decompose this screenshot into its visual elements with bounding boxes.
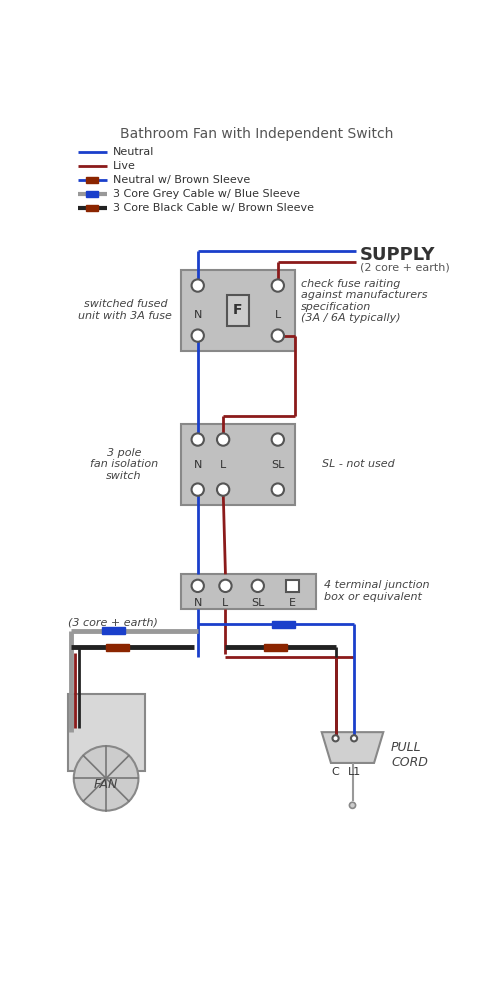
Circle shape (252, 580, 264, 592)
Text: PULL
CORD: PULL CORD (391, 741, 428, 769)
Text: 3 Core Grey Cable w/ Blue Sleeve: 3 Core Grey Cable w/ Blue Sleeve (113, 189, 300, 199)
Circle shape (272, 329, 284, 342)
Circle shape (217, 433, 230, 446)
Polygon shape (322, 732, 384, 763)
Circle shape (192, 279, 204, 292)
Circle shape (192, 483, 204, 496)
Text: (2 core + earth): (2 core + earth) (360, 263, 450, 273)
Bar (227, 295, 248, 326)
Text: Neutral: Neutral (113, 147, 154, 157)
Text: SL: SL (251, 598, 264, 608)
Text: N: N (194, 310, 202, 320)
Text: N: N (194, 598, 202, 608)
Text: Neutral w/ Brown Sleeve: Neutral w/ Brown Sleeve (113, 175, 250, 185)
Circle shape (220, 580, 232, 592)
Text: (3 core + earth): (3 core + earth) (68, 617, 158, 627)
Text: 4 terminal junction
box or equivalent: 4 terminal junction box or equivalent (324, 580, 430, 602)
Bar (272, 620, 295, 628)
Bar (181, 574, 316, 609)
Bar (86, 177, 99, 183)
Text: E: E (289, 598, 296, 608)
Text: L: L (274, 310, 281, 320)
Circle shape (192, 580, 204, 592)
Circle shape (272, 433, 284, 446)
Text: FAN: FAN (94, 778, 118, 791)
Circle shape (332, 735, 338, 741)
Bar (106, 644, 129, 651)
Bar (181, 270, 295, 351)
Circle shape (272, 279, 284, 292)
Text: SL: SL (271, 460, 284, 470)
Text: 3 Core Black Cable w/ Brown Sleeve: 3 Core Black Cable w/ Brown Sleeve (113, 203, 314, 213)
Text: F: F (233, 303, 242, 317)
Bar (86, 191, 99, 197)
Text: SL - not used: SL - not used (322, 459, 394, 469)
Text: Live: Live (113, 161, 136, 171)
Text: L: L (220, 460, 226, 470)
Circle shape (192, 329, 204, 342)
Text: SUPPLY: SUPPLY (360, 246, 436, 264)
Bar (181, 424, 295, 505)
Text: check fuse raiting
against manufacturers
specification
(3A / 6A typically): check fuse raiting against manufacturers… (301, 279, 428, 323)
Bar (68, 694, 144, 771)
Circle shape (351, 735, 357, 741)
Circle shape (350, 802, 356, 808)
Text: C: C (332, 767, 340, 777)
Circle shape (217, 483, 230, 496)
Text: Bathroom Fan with Independent Switch: Bathroom Fan with Independent Switch (120, 127, 393, 141)
Bar (86, 205, 99, 211)
Bar (102, 627, 126, 634)
Bar (286, 580, 298, 592)
Circle shape (272, 483, 284, 496)
Text: switched fused
unit with 3A fuse: switched fused unit with 3A fuse (78, 299, 172, 321)
Text: N: N (194, 460, 202, 470)
Circle shape (74, 746, 138, 811)
Text: L1: L1 (348, 767, 360, 777)
Circle shape (192, 433, 204, 446)
Text: L: L (222, 598, 228, 608)
Text: 3 pole
fan isolation
switch: 3 pole fan isolation switch (90, 448, 158, 481)
Bar (264, 644, 287, 651)
